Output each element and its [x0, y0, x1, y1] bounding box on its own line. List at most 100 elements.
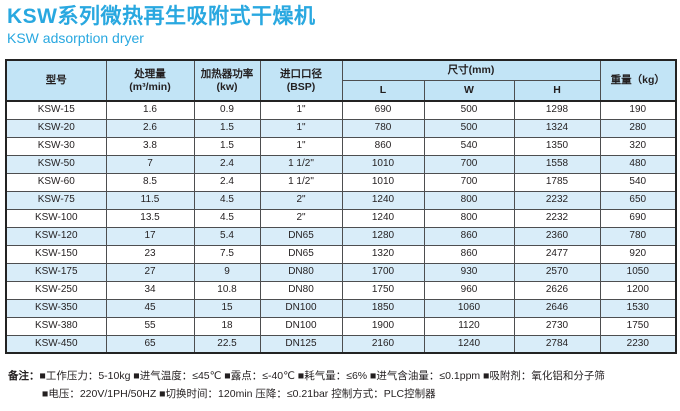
value-cell: 2" — [259, 190, 343, 210]
value-cell: 2" — [259, 208, 343, 228]
value-cell: 5.4 — [193, 226, 261, 246]
table-row: KSW-350 45 15 DN100 1850 1060 2646 1530 — [5, 298, 677, 318]
col-header-dimensions: 尺寸(mm) — [341, 59, 601, 81]
value-cell: 34 — [105, 280, 195, 300]
value-cell: 1750 — [599, 316, 677, 336]
value-cell: 2232 — [513, 208, 601, 228]
value-cell: 1900 — [341, 316, 425, 336]
value-cell: 1.5 — [193, 118, 261, 138]
value-cell: 2360 — [513, 226, 601, 246]
value-cell: 17 — [105, 226, 195, 246]
notes-label: 备注： — [8, 370, 40, 382]
value-cell: 1.6 — [105, 100, 195, 120]
value-cell: 800 — [423, 190, 515, 210]
value-cell: 2.4 — [193, 172, 261, 192]
col-header-dim-w: W — [423, 80, 515, 102]
value-cell: 1350 — [513, 136, 601, 156]
model-cell: KSW-175 — [5, 262, 107, 282]
value-cell: 9 — [193, 262, 261, 282]
table-row: KSW-100 13.5 4.5 2" 1240 800 2232 690 — [5, 208, 677, 228]
value-cell: 13.5 — [105, 208, 195, 228]
value-cell: 1.5 — [193, 136, 261, 156]
value-cell: 2.6 — [105, 118, 195, 138]
value-cell: 1785 — [513, 172, 601, 192]
value-cell: 7.5 — [193, 244, 261, 264]
value-cell: 1 1/2" — [259, 172, 343, 192]
value-cell: 690 — [599, 208, 677, 228]
value-cell: 65 — [105, 334, 195, 354]
value-cell: 2784 — [513, 334, 601, 354]
model-cell: KSW-60 — [5, 172, 107, 192]
value-cell: 15 — [193, 298, 261, 318]
value-cell: 1240 — [341, 190, 425, 210]
value-cell: 2230 — [599, 334, 677, 354]
model-cell: KSW-100 — [5, 208, 107, 228]
value-cell: 1324 — [513, 118, 601, 138]
page-title-cn: KSW系列微热再生吸附式干燥机 — [7, 5, 316, 28]
col-header-dim-h: H — [513, 80, 601, 102]
value-cell: 23 — [105, 244, 195, 264]
table-row: KSW-150 23 7.5 DN65 1320 860 2477 920 — [5, 244, 677, 264]
col-header-capacity: 处理量 (m³/min) — [105, 59, 195, 102]
table-row: KSW-175 27 9 DN80 1700 930 2570 1050 — [5, 262, 677, 282]
value-cell: 2477 — [513, 244, 601, 264]
value-cell: 2232 — [513, 190, 601, 210]
page-title-en: KSW adsorption dryer — [7, 30, 144, 46]
value-cell: 7 — [105, 154, 195, 174]
value-cell: 1530 — [599, 298, 677, 318]
value-cell: 540 — [599, 172, 677, 192]
table-row: KSW-60 8.5 2.4 1 1/2" 1010 700 1785 540 — [5, 172, 677, 192]
value-cell: DN65 — [259, 226, 343, 246]
value-cell: 2646 — [513, 298, 601, 318]
value-cell: 18 — [193, 316, 261, 336]
value-cell: 4.5 — [193, 208, 261, 228]
value-cell: 1050 — [599, 262, 677, 282]
value-cell: 1120 — [423, 316, 515, 336]
value-cell: 27 — [105, 262, 195, 282]
value-cell: 320 — [599, 136, 677, 156]
model-cell: KSW-380 — [5, 316, 107, 336]
value-cell: 700 — [423, 172, 515, 192]
value-cell: 1" — [259, 100, 343, 120]
model-cell: KSW-150 — [5, 244, 107, 264]
spec-table-header: 型号 处理量 (m³/min) 加热器功率 (kw) 进口口径 (BSP) 尺寸… — [5, 59, 677, 102]
col-header-heater-power: 加热器功率 (kw) — [193, 59, 261, 102]
value-cell: 1 1/2" — [259, 154, 343, 174]
value-cell: 780 — [599, 226, 677, 246]
model-cell: KSW-15 — [5, 100, 107, 120]
value-cell: DN100 — [259, 316, 343, 336]
value-cell: 2730 — [513, 316, 601, 336]
value-cell: 480 — [599, 154, 677, 174]
value-cell: 0.9 — [193, 100, 261, 120]
table-row: KSW-20 2.6 1.5 1" 780 500 1324 280 — [5, 118, 677, 138]
value-cell: 11.5 — [105, 190, 195, 210]
value-cell: DN65 — [259, 244, 343, 264]
col-header-inlet: 进口口径 (BSP) — [259, 59, 343, 102]
value-cell: 55 — [105, 316, 195, 336]
value-cell: 2160 — [341, 334, 425, 354]
value-cell: 4.5 — [193, 190, 261, 210]
col-header-dim-l: L — [341, 80, 425, 102]
model-cell: KSW-75 — [5, 190, 107, 210]
value-cell: 22.5 — [193, 334, 261, 354]
value-cell: DN100 — [259, 298, 343, 318]
value-cell: 1010 — [341, 172, 425, 192]
value-cell: 960 — [423, 280, 515, 300]
value-cell: 860 — [423, 244, 515, 264]
value-cell: DN80 — [259, 262, 343, 282]
value-cell: 700 — [423, 154, 515, 174]
value-cell: 45 — [105, 298, 195, 318]
table-row: KSW-120 17 5.4 DN65 1280 860 2360 780 — [5, 226, 677, 246]
spec-table: 型号 处理量 (m³/min) 加热器功率 (kw) 进口口径 (BSP) 尺寸… — [5, 59, 678, 354]
value-cell: 930 — [423, 262, 515, 282]
table-row: KSW-250 34 10.8 DN80 1750 960 2626 1200 — [5, 280, 677, 300]
value-cell: 1298 — [513, 100, 601, 120]
notes-line-1: ■工作压力：5-10kg ■进气温度：≤45℃ ■露点：≤-40℃ ■耗气量：≤… — [39, 370, 605, 382]
model-cell: KSW-350 — [5, 298, 107, 318]
col-header-weight: 重量（kg） — [599, 59, 677, 102]
table-body: KSW-15 1.6 0.9 1" 690 500 1298 190 KSW-20 2.6 1.5 1… — [5, 100, 677, 354]
table-row: KSW-50 7 2.4 1 1/2" 1010 700 1558 480 — [5, 154, 677, 174]
value-cell: 1" — [259, 118, 343, 138]
value-cell: 1010 — [341, 154, 425, 174]
